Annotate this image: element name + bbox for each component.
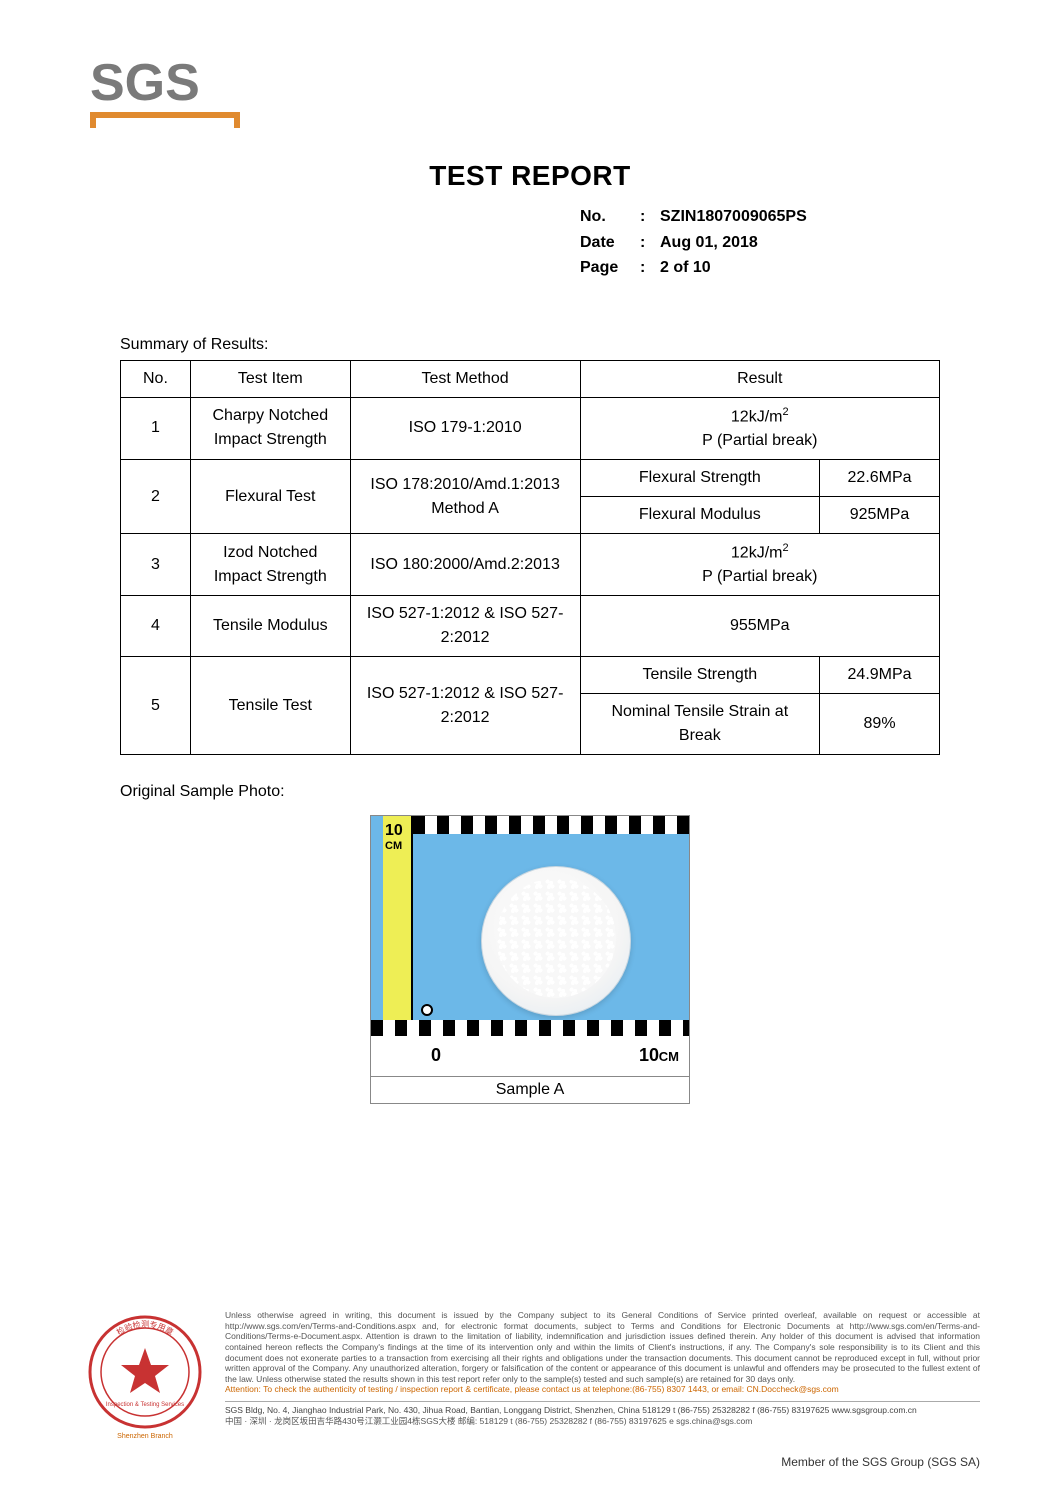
row5-sub0-label: Tensile Strength [580,657,820,694]
row3-item: Izod Notched Impact Strength [190,534,350,596]
photo-label: Original Sample Photo: [120,783,980,801]
svg-text:Inspection & Testing Services: Inspection & Testing Services [106,1402,184,1408]
row4-item: Tensile Modulus [190,596,350,657]
row5-sub0-value: 24.9MPa [820,657,940,694]
report-meta: No. : SZIN1807009065PS Date : Aug 01, 20… [580,204,980,281]
row1-no: 1 [121,397,191,459]
row5-no: 5 [121,657,191,755]
logo-underline [90,112,240,118]
meta-date-value: Aug 01, 2018 [660,230,758,256]
meta-no-value: SZIN1807009065PS [660,204,807,230]
row3-result: 12kJ/m2 P (Partial break) [580,534,939,596]
sgs-logo: SGS [90,50,980,130]
meta-no-label: No. [580,204,640,230]
row5-method: ISO 527-1:2012 & ISO 527-2:2012 [350,657,580,755]
row1-method: ISO 179-1:2010 [350,397,580,459]
stamp-icon: 检验检测专用章 Inspection & Testing Services Sh… [80,1310,210,1445]
row5-item: Tensile Test [190,657,350,755]
th-method: Test Method [350,360,580,397]
row2-sub1-value: 925MPa [820,497,940,534]
th-result: Result [580,360,939,397]
address-cn: 中国 · 深圳 · 龙岗区坂田吉华路430号江灏工业园4栋SGS大楼 邮编: 5… [225,1416,980,1427]
row1-result: 12kJ/m2 P (Partial break) [580,397,939,459]
results-table: No. Test Item Test Method Result 1 Charp… [120,360,940,756]
row2-sub0-value: 22.6MPa [820,460,940,497]
meta-page-value: 2 of 10 [660,255,711,281]
th-item: Test Item [190,360,350,397]
meta-page-label: Page [580,255,640,281]
row2-method: ISO 178:2010/Amd.1:2013 Method A [350,460,580,534]
photo-caption: Sample A [371,1076,689,1103]
row5-sub1-value: 89% [820,694,940,755]
row2-no: 2 [121,460,191,534]
sample-photo: 10 CM 0 10 CM Sample A [370,815,690,1104]
svg-text:Shenzhen Branch: Shenzhen Branch [117,1433,173,1440]
report-title: TEST REPORT [80,160,980,192]
th-no: No. [121,360,191,397]
row2-item: Flexural Test [190,460,350,534]
row3-no: 3 [121,534,191,596]
row4-result: 955MPa [580,596,939,657]
row5-sub1-label: Nominal Tensile Strain at Break [580,694,820,755]
summary-label: Summary of Results: [120,336,980,354]
logo-text: SGS [90,54,200,112]
row3-method: ISO 180:2000/Amd.2:2013 [350,534,580,596]
attention-text: Attention: To check the authenticity of … [225,1384,980,1395]
page-footer: 检验检测专用章 Inspection & Testing Services Sh… [80,1310,980,1469]
row4-method: ISO 527-1:2012 & ISO 527-2:2012 [350,596,580,657]
row2-sub0-label: Flexural Strength [580,460,820,497]
row4-no: 4 [121,596,191,657]
row2-sub1-label: Flexural Modulus [580,497,820,534]
row1-item: Charpy Notched Impact Strength [190,397,350,459]
disclaimer-text: Unless otherwise agreed in writing, this… [225,1310,980,1384]
address-en: SGS Bldg, No. 4, Jianghao Industrial Par… [225,1401,980,1416]
member-line: Member of the SGS Group (SGS SA) [80,1455,980,1469]
meta-date-label: Date [580,230,640,256]
